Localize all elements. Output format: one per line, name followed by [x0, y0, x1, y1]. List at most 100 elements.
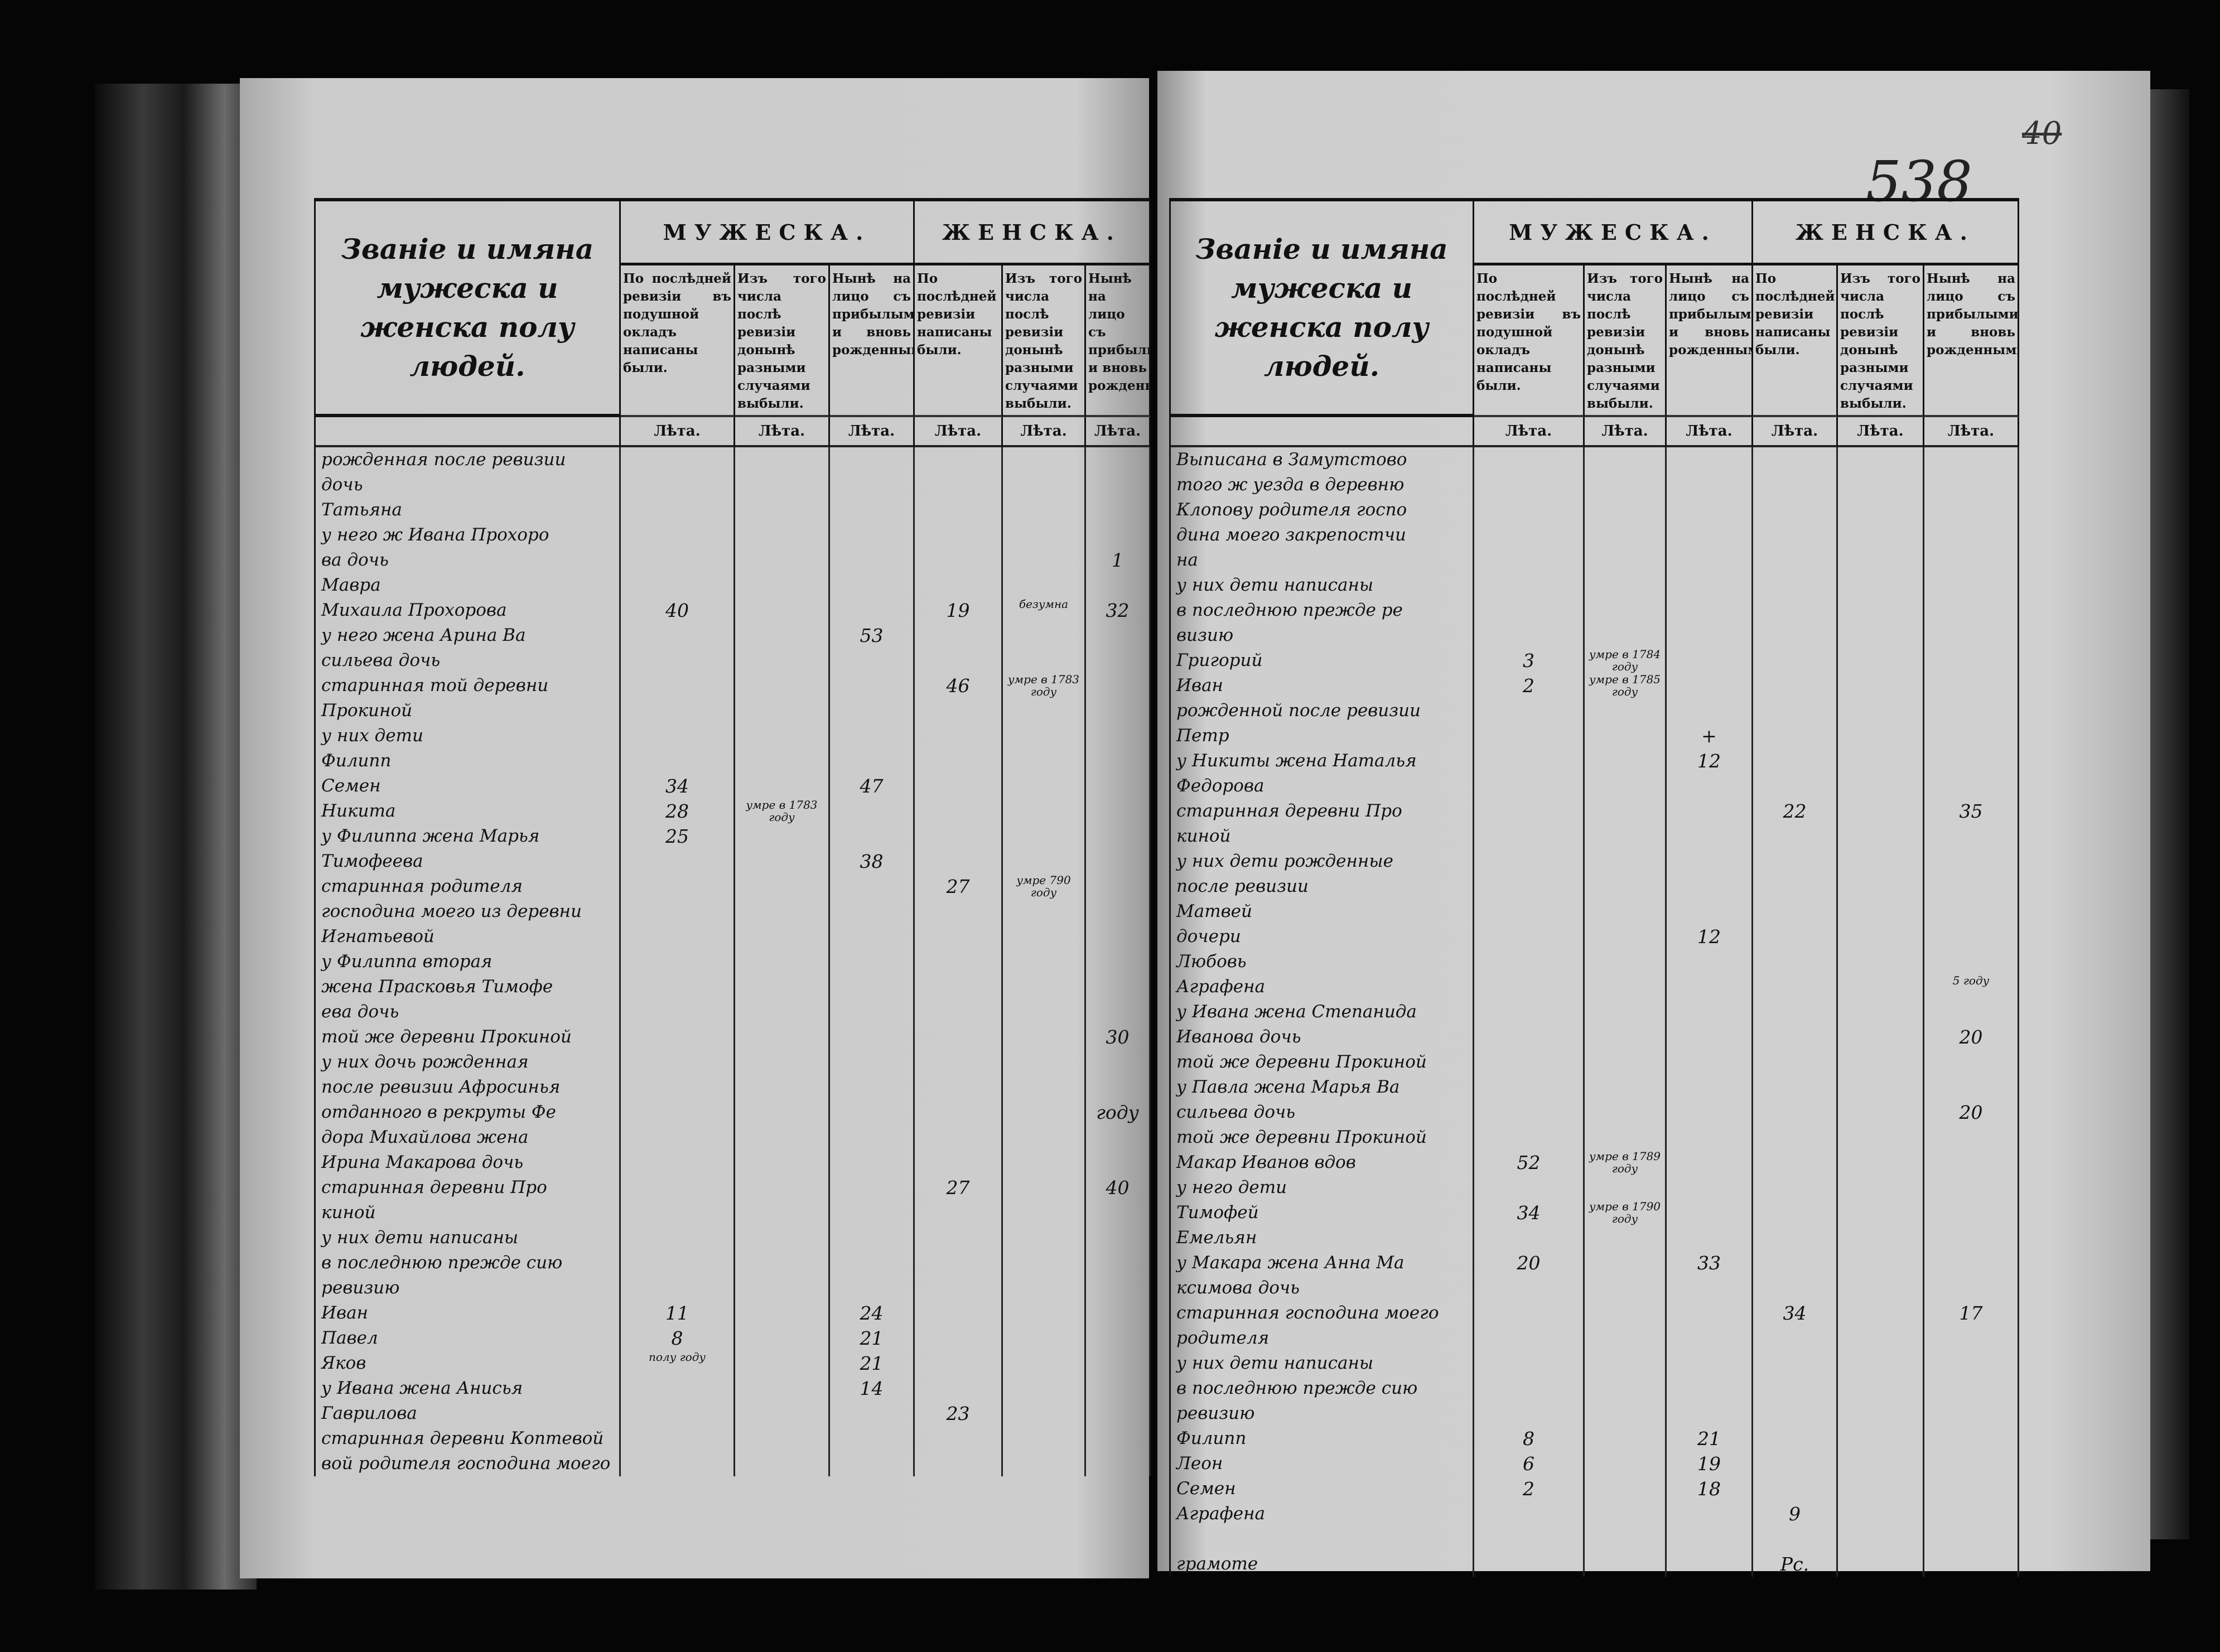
age-cell-female-departed: [1838, 472, 1924, 497]
age-cell-female-last-revision: [1753, 1025, 1838, 1050]
age-cell-male-last-revision: 52: [1474, 1150, 1585, 1175]
entry-name-line: вой родителя господина моего: [316, 1451, 621, 1476]
age-cell-male-present: [830, 899, 915, 924]
age-cell-male-departed: [735, 1351, 830, 1376]
entry-name-line: ксимова дочь: [1171, 1276, 1474, 1301]
age-cell-male-last-revision: [621, 723, 735, 748]
age-cell-female-last-revision: [1753, 1100, 1838, 1125]
age-cell-female-departed: умре 790 году: [1003, 874, 1086, 899]
age-cell-female-last-revision: [1753, 698, 1838, 723]
age-cell-female-departed: [1838, 1050, 1924, 1075]
age-cell-male-present: [1667, 1376, 1753, 1401]
age-cell-female-last-revision: [915, 1426, 1003, 1451]
age-cell-female-departed: [1003, 1025, 1086, 1050]
age-cell-male-last-revision: [621, 673, 735, 698]
age-cell-female-last-revision: [1753, 1376, 1838, 1401]
age-cell-male-last-revision: [621, 1075, 735, 1100]
age-cell-male-last-revision: [1474, 1175, 1585, 1200]
age-cell-male-present: [830, 648, 915, 673]
entry-name-line: сильева дочь: [1171, 1100, 1474, 1125]
age-cell-female-last-revision: [915, 1276, 1003, 1301]
age-cell-male-present: [830, 1100, 915, 1125]
age-cell-male-present: [1667, 1401, 1753, 1426]
entry-name-line: Матвей: [1171, 899, 1474, 924]
age-cell-male-departed: [1585, 1175, 1667, 1200]
age-cell-female-present: [1924, 949, 2019, 974]
entry-name-line: киной: [1171, 824, 1474, 849]
age-cell-male-departed: [1585, 1276, 1667, 1301]
age-cell-female-present: [1086, 824, 1151, 849]
entry-name-line: после ревизии: [1171, 874, 1474, 899]
age-cell-female-last-revision: [1753, 1200, 1838, 1225]
age-cell-female-last-revision: [1753, 1250, 1838, 1276]
age-cell-female-departed: [1838, 1150, 1924, 1175]
age-cell-male-departed: [1585, 1326, 1667, 1351]
age-cell-female-present: [1086, 497, 1151, 523]
entry-name-line: той же деревни Прокиной: [1171, 1125, 1474, 1150]
entry-name-line: рожденной после ревизии: [1171, 698, 1474, 723]
age-cell-male-present: [830, 723, 915, 748]
age-cell-female-departed: [1838, 1175, 1924, 1200]
entry-name-line: в последнюю прежде сию: [316, 1250, 621, 1276]
entry-name-line: Яков: [316, 1351, 621, 1376]
age-cell-male-present: [1667, 824, 1753, 849]
entry-name-line: Павел: [316, 1326, 621, 1351]
age-cell-female-last-revision: Рс.: [1753, 1552, 1838, 1577]
subheader-male-last-revision: По послѣдней ревизіи въ подушной окладъ …: [621, 265, 735, 417]
entry-name-line: ревизию: [316, 1276, 621, 1301]
age-cell-male-departed: [1585, 1552, 1667, 1577]
age-cell-female-departed: [1838, 799, 1924, 824]
age-cell-male-departed: [735, 472, 830, 497]
age-cell-female-last-revision: [915, 723, 1003, 748]
age-cell-female-last-revision: [915, 799, 1003, 824]
age-cell-female-departed: [1838, 447, 1924, 472]
entry-name-line: Прокиной: [316, 698, 621, 723]
age-cell-male-last-revision: [621, 1401, 735, 1426]
age-cell-female-present: [1924, 472, 2019, 497]
age-cell-male-departed: [735, 1326, 830, 1351]
entry-name-line: старинная деревни Про: [1171, 799, 1474, 824]
age-cell-female-last-revision: 46: [915, 673, 1003, 698]
age-cell-male-departed: [735, 1050, 830, 1075]
age-cell-female-present: [1924, 999, 2019, 1025]
entry-name-line: Семен: [316, 774, 621, 799]
age-cell-female-last-revision: [915, 824, 1003, 849]
age-cell-male-present: [1667, 774, 1753, 799]
age-cell-female-present: [1924, 1552, 2019, 1577]
age-cell-male-last-revision: [621, 1125, 735, 1150]
age-cell-female-departed: [1838, 1301, 1924, 1326]
age-cell-male-departed: [735, 1301, 830, 1326]
years-label: Лѣта.: [915, 417, 1003, 447]
age-cell-female-departed: умре в 1783 году: [1003, 673, 1086, 698]
age-cell-female-present: 32: [1086, 598, 1151, 623]
entry-name-line: Михаила Прохорова: [316, 598, 621, 623]
age-cell-male-last-revision: [1474, 1527, 1585, 1552]
age-cell-female-departed: [1838, 748, 1924, 774]
entry-name-line: у Ивана жена Анисья: [316, 1376, 621, 1401]
entry-name-line: дочери: [1171, 924, 1474, 949]
age-cell-male-present: [830, 799, 915, 824]
age-cell-male-present: [830, 949, 915, 974]
age-cell-male-departed: [1585, 1376, 1667, 1401]
age-cell-male-last-revision: [621, 623, 735, 648]
age-cell-male-departed: [1585, 1250, 1667, 1276]
age-cell-female-last-revision: [915, 1250, 1003, 1276]
age-cell-female-present: [1924, 1451, 2019, 1476]
age-cell-female-present: [1924, 598, 2019, 623]
age-cell-female-departed: [1838, 623, 1924, 648]
age-cell-female-present: [1086, 447, 1151, 472]
age-cell-male-last-revision: [1474, 1276, 1585, 1301]
age-cell-female-departed: [1003, 698, 1086, 723]
age-cell-female-present: [1924, 899, 2019, 924]
age-cell-female-last-revision: [1753, 1527, 1838, 1552]
age-cell-female-present: [1086, 1225, 1151, 1250]
years-row-blank: [316, 417, 621, 447]
age-cell-female-last-revision: [915, 1451, 1003, 1476]
age-cell-male-last-revision: [1474, 824, 1585, 849]
age-cell-male-present: 21: [1667, 1426, 1753, 1451]
age-cell-female-present: [1924, 1276, 2019, 1301]
age-cell-female-present: [1924, 874, 2019, 899]
age-cell-male-present: [1667, 1050, 1753, 1075]
years-label: Лѣта.: [830, 417, 915, 447]
entry-name-line: Гаврилова: [316, 1401, 621, 1426]
